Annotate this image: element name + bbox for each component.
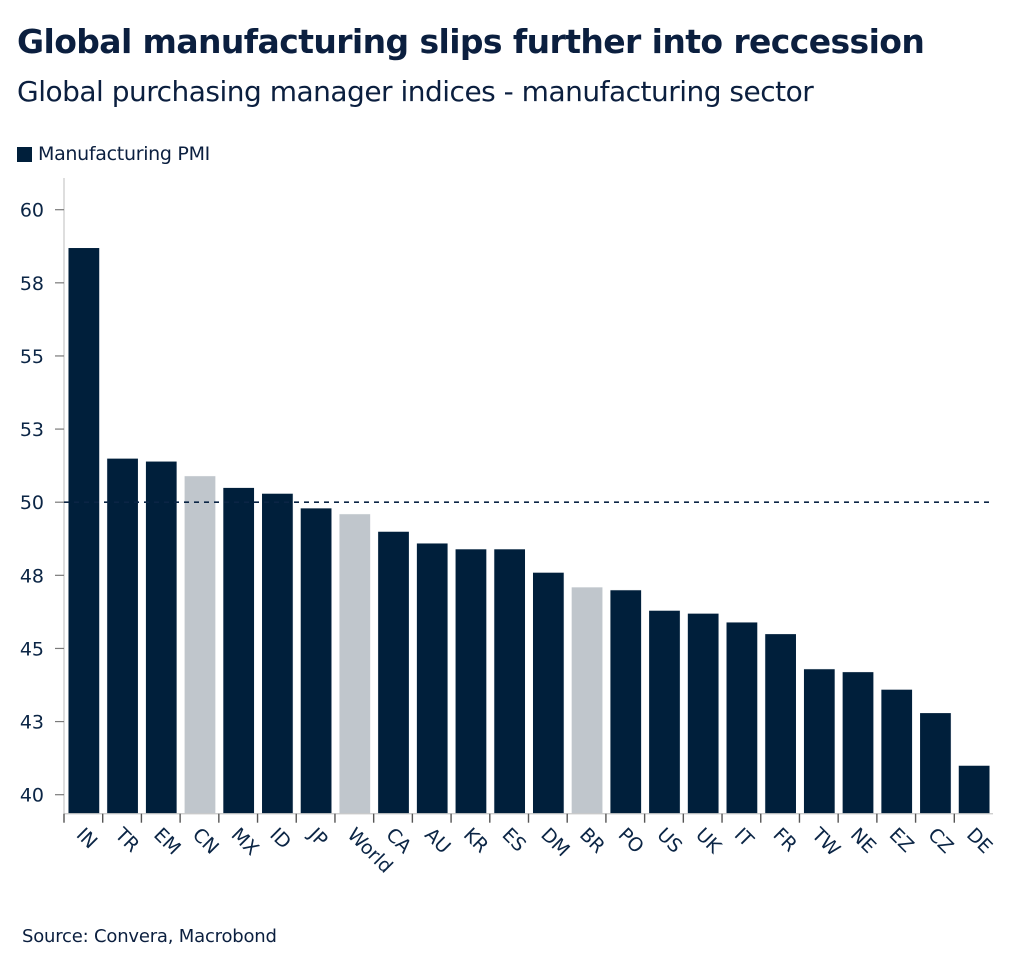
x-tick-label: TW — [807, 823, 845, 861]
bar-us — [648, 610, 681, 815]
x-tick-label: ID — [265, 824, 295, 854]
x-tick-label: TR — [110, 823, 144, 857]
y-tick-label: 45 — [20, 638, 44, 660]
bar-es — [493, 548, 526, 815]
chart-title: Global manufacturing slips further into … — [17, 22, 925, 61]
bar-kr — [454, 548, 487, 815]
x-tick-label: AU — [420, 824, 455, 859]
legend: Manufacturing PMI — [17, 143, 210, 165]
x-tick-label: FR — [769, 824, 802, 857]
x-tick-label: KR — [459, 824, 493, 858]
x-tick-label: CN — [188, 824, 223, 859]
x-tick-label: CZ — [923, 824, 957, 858]
bar-id — [261, 493, 294, 815]
y-tick-label: 43 — [20, 712, 44, 734]
x-tick-label: PO — [614, 824, 648, 858]
x-tick-label: BR — [575, 824, 609, 858]
source-note: Source: Convera, Macrobond — [22, 926, 277, 947]
y-tick-label: 48 — [20, 565, 44, 587]
x-tick-label: EZ — [885, 824, 918, 857]
y-tick-label: 50 — [20, 492, 44, 514]
bar-tw — [803, 668, 836, 815]
y-tick-label: 58 — [20, 273, 44, 295]
x-tick-label: US — [652, 824, 686, 858]
x-tick-label: EM — [149, 824, 185, 860]
bar-cn — [184, 475, 216, 815]
bar-de — [958, 765, 991, 815]
x-tick-label: JP — [303, 823, 331, 851]
bar-jp — [300, 507, 333, 815]
bar-ez — [880, 689, 913, 815]
bar-ca — [377, 531, 410, 815]
legend-label: Manufacturing PMI — [38, 143, 210, 165]
y-tick-label: 60 — [20, 200, 44, 222]
bar-au — [416, 542, 449, 815]
y-tick-label: 55 — [20, 346, 44, 368]
bar-tr — [106, 458, 139, 815]
x-tick-label: DE — [962, 824, 996, 858]
bar-ne — [842, 671, 874, 815]
bar-cz — [919, 712, 952, 815]
bar-po — [609, 589, 642, 815]
y-tick-label: 40 — [20, 785, 44, 807]
bar-mx — [222, 487, 255, 815]
y-tick-label: 53 — [20, 419, 44, 441]
legend-swatch — [17, 146, 32, 162]
x-tick-label: NE — [846, 824, 880, 858]
bar-world — [338, 513, 371, 815]
bar-uk — [687, 613, 720, 815]
x-tick-label: DM — [536, 824, 573, 861]
bars — [67, 247, 991, 815]
x-tick-label: MX — [227, 824, 263, 860]
bar-fr — [764, 633, 797, 815]
bar-dm — [532, 572, 565, 815]
bar-em — [145, 460, 178, 815]
x-tick-label: IT — [730, 824, 758, 852]
x-tick-label: UK — [691, 824, 726, 859]
bar-it — [725, 621, 758, 815]
x-tick-label: IN — [72, 824, 102, 854]
bar-in — [67, 247, 100, 815]
x-tick-label: ES — [498, 824, 531, 857]
bar-br — [571, 586, 604, 815]
chart-subtitle: Global purchasing manager indices - manu… — [17, 75, 814, 108]
y-axis: 40 43 45 48 50 53 55 58 60 — [20, 178, 65, 814]
